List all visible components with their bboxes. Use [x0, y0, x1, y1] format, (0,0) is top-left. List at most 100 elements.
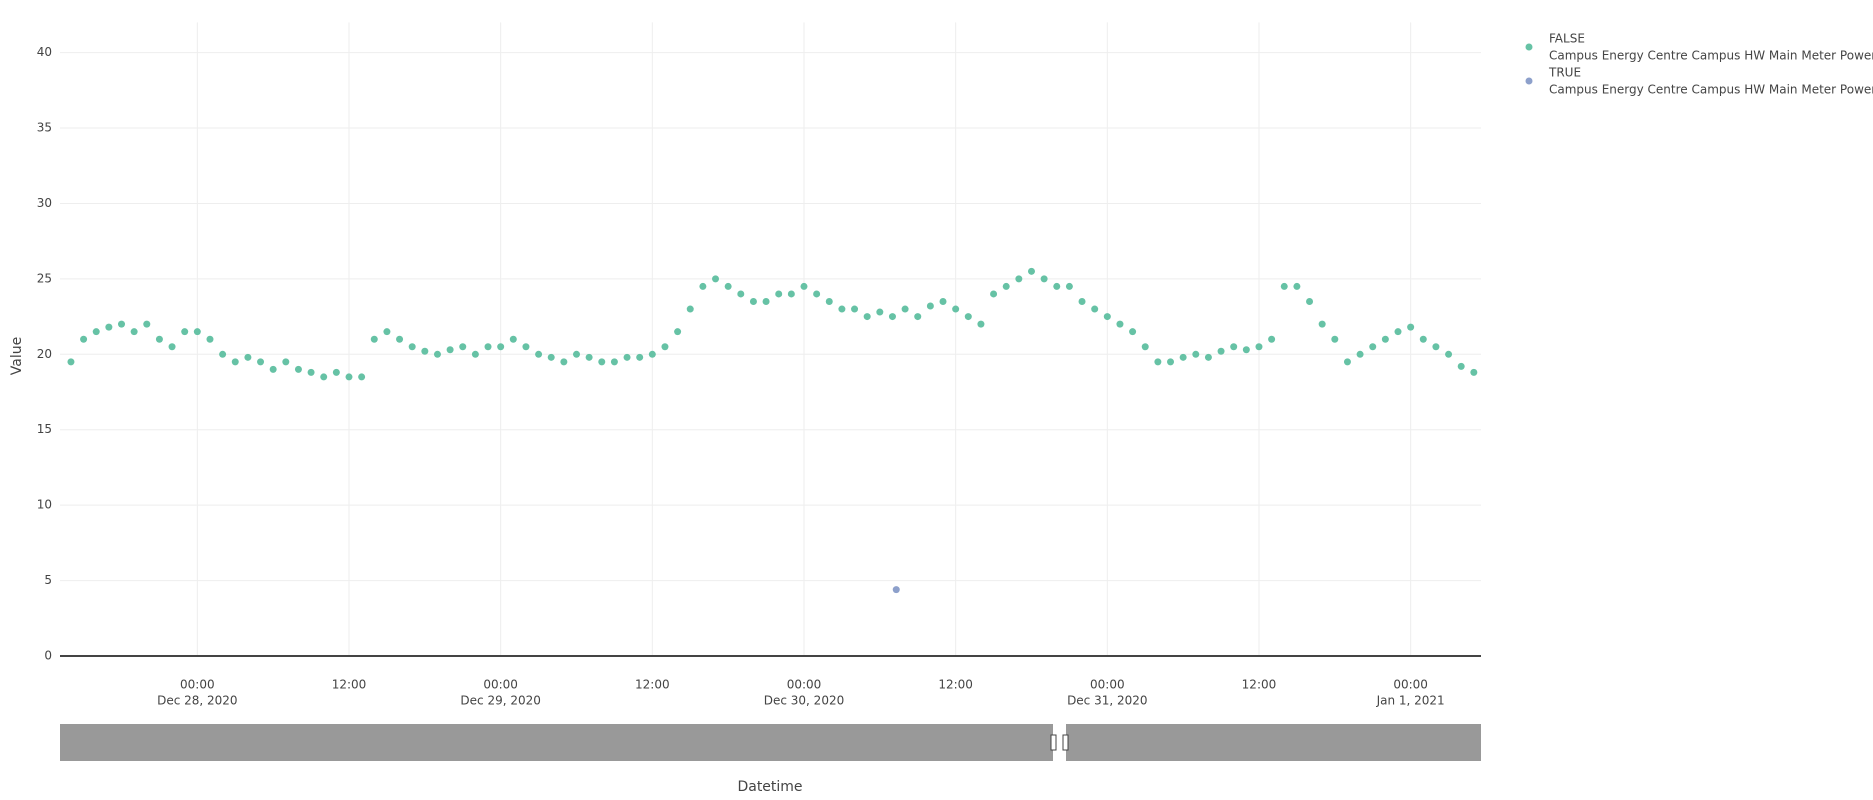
point: [231, 358, 239, 366]
y-tick-label: 40: [37, 45, 52, 59]
x-tick-label: Jan 1, 2021: [1376, 694, 1445, 708]
x-tick-label: 00:00: [1090, 678, 1125, 692]
point: [282, 358, 290, 366]
point: [1369, 343, 1377, 351]
point: [851, 305, 859, 313]
point: [459, 343, 467, 351]
point: [92, 328, 100, 336]
point: [1242, 346, 1250, 354]
x-tick-label: 12:00: [938, 678, 973, 692]
point: [964, 313, 972, 321]
point: [1040, 275, 1048, 283]
point: [1407, 323, 1415, 331]
range-handle[interactable]: [1050, 734, 1057, 751]
x-tick-label: Dec 28, 2020: [157, 694, 237, 708]
point: [130, 328, 138, 336]
point: [1116, 320, 1124, 328]
point: [535, 350, 543, 358]
range-slider-mask: [60, 724, 1053, 761]
range-slider-mask: [1066, 724, 1481, 761]
point: [952, 305, 960, 313]
x-tick-label: 00:00: [1393, 678, 1428, 692]
point: [1065, 282, 1073, 290]
point: [80, 335, 88, 343]
point: [712, 275, 720, 283]
y-tick-label: 25: [37, 271, 52, 285]
range-handle[interactable]: [1062, 734, 1069, 751]
y-tick-label: 35: [37, 121, 52, 135]
point: [876, 308, 884, 316]
legend-marker: [1525, 43, 1533, 51]
point: [105, 323, 113, 331]
legend-label: TRUE: [1548, 66, 1581, 80]
point: [737, 290, 745, 298]
point: [699, 282, 707, 290]
point: [509, 335, 517, 343]
point: [547, 353, 555, 361]
point: [193, 328, 201, 336]
x-tick-label: 12:00: [1242, 678, 1277, 692]
point: [1457, 362, 1465, 370]
point: [118, 320, 126, 328]
point: [1091, 305, 1099, 313]
point: [1470, 368, 1478, 376]
point: [800, 282, 808, 290]
point: [257, 358, 265, 366]
point: [446, 346, 454, 354]
series: [892, 586, 900, 594]
x-axis-title: Datetime: [737, 779, 802, 795]
point: [1129, 328, 1137, 336]
point: [522, 343, 530, 351]
point: [901, 305, 909, 313]
point: [1141, 343, 1149, 351]
y-tick-label: 5: [44, 573, 52, 587]
point: [1230, 343, 1238, 351]
point: [484, 343, 492, 351]
range-slider[interactable]: [60, 724, 1481, 761]
x-tick-label: 00:00: [787, 678, 822, 692]
point: [471, 350, 479, 358]
point: [1078, 298, 1086, 306]
point: [155, 335, 163, 343]
point: [572, 350, 580, 358]
point: [1394, 328, 1402, 336]
point: [787, 290, 795, 298]
point: [1293, 282, 1301, 290]
point: [749, 298, 757, 306]
point: [863, 313, 871, 321]
point: [370, 335, 378, 343]
point: [926, 302, 934, 310]
legend-marker: [1525, 77, 1533, 85]
point: [320, 373, 328, 381]
legend-label: FALSE: [1549, 32, 1585, 46]
x-tick-label: 12:00: [332, 678, 367, 692]
point: [977, 320, 985, 328]
x-tick-label: 00:00: [483, 678, 518, 692]
point: [1343, 358, 1351, 366]
point: [307, 368, 315, 376]
point: [1280, 282, 1288, 290]
y-axis-title: Value: [9, 337, 25, 375]
point: [294, 365, 302, 373]
point: [1179, 353, 1187, 361]
point: [914, 313, 922, 321]
y-tick-label: 30: [37, 196, 52, 210]
point: [396, 335, 404, 343]
point: [358, 373, 366, 381]
point: [636, 353, 644, 361]
point: [888, 313, 896, 321]
point: [1217, 347, 1225, 355]
point: [1356, 350, 1364, 358]
x-tick-label: Dec 31, 2020: [1067, 694, 1147, 708]
point: [1002, 282, 1010, 290]
point: [408, 343, 416, 351]
point: [1306, 298, 1314, 306]
point: [67, 358, 75, 366]
point: [724, 282, 732, 290]
point: [560, 358, 568, 366]
point: [497, 343, 505, 351]
point: [269, 365, 277, 373]
point: [345, 373, 353, 381]
x-tick-label: 00:00: [180, 678, 215, 692]
point: [1419, 335, 1427, 343]
